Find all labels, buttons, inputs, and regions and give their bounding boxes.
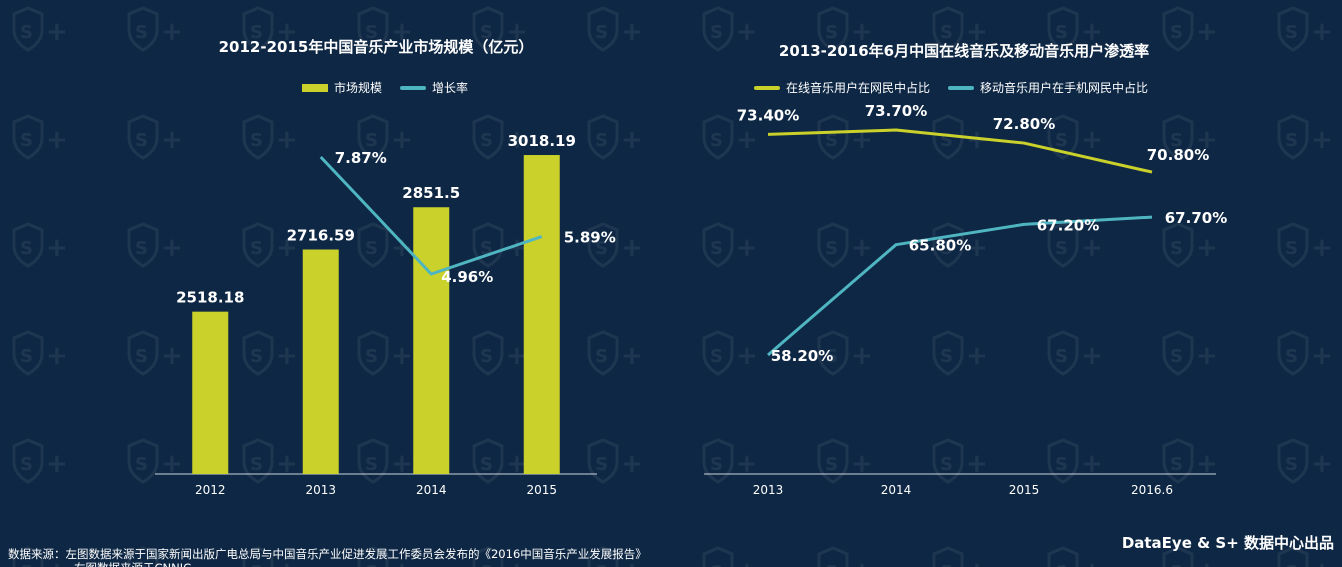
bar-value-label-2014: 2851.5: [402, 184, 460, 202]
bar-2015: [523, 155, 560, 474]
bar-value-label-2013: 2716.59: [287, 227, 355, 245]
mobile-music-line-label-2015: 67.20%: [1037, 216, 1099, 234]
mobile-music-line-label-2016.6: 67.70%: [1165, 209, 1227, 227]
x-tick-label-2015: 2015: [1009, 483, 1040, 497]
right-chart: 2013 2014 2015 2016.6 73.40% 73.70% 72.80% 70.8…: [704, 102, 1227, 497]
growth-rate-line: [319, 155, 543, 276]
bar-2014: [413, 207, 450, 475]
legend-item-online-music: 在线音乐用户在网民中占比: [754, 79, 930, 96]
data-source-note-line2: 右图数据来源于CNNIC: [74, 560, 191, 567]
x-tick-label-2016.6: 2016.6: [1131, 483, 1173, 497]
online-music-line-label-2015: 72.80%: [993, 115, 1055, 133]
legend-swatch-bar: [302, 83, 328, 92]
legend-label-mobile-music: 移动音乐用户在手机网民中占比: [980, 81, 1149, 95]
growth-rate-label-2013: 7.87%: [335, 149, 387, 167]
mobile-music-line-label-2013: 58.20%: [771, 347, 833, 365]
growth-rate-label-2014: 4.96%: [441, 268, 493, 286]
online-music-line: [767, 128, 1153, 174]
legend-label-market-size: 市场规模: [334, 81, 383, 95]
right-legend: 在线音乐用户在网民中占比 移动音乐用户在手机网民中占比: [754, 79, 1148, 96]
legend-item-growth-rate: 增长率: [400, 79, 468, 96]
left-chart: 2518.18 2716.59 2851.5 3018.19 2012 2013 2014 2…: [155, 132, 616, 497]
x-tick-label-2014: 2014: [416, 483, 447, 497]
legend-item-mobile-music: 移动音乐用户在手机网民中占比: [948, 79, 1148, 96]
data-source-note: 数据来源：左图数据来源于国家新闻出版广电总局与中国音乐产业促进发展工作委员会发布…: [8, 547, 647, 561]
legend-swatch-line: [948, 85, 975, 90]
bar-2012: [192, 311, 229, 474]
x-tick-label-2014: 2014: [881, 483, 912, 497]
left-legend: 市场规模 增长率: [302, 79, 468, 96]
legend-label-growth-rate: 增长率: [432, 81, 469, 95]
online-music-line-label-2016.6: 70.80%: [1147, 146, 1209, 164]
online-music-line-label-2014: 73.70%: [865, 102, 927, 120]
x-tick-label-2012: 2012: [195, 483, 226, 497]
legend-swatch-line: [754, 85, 780, 90]
bar-value-label-2015: 3018.19: [508, 132, 576, 150]
bar-value-label-2012: 2518.18: [176, 289, 244, 307]
online-music-line-label-2013: 73.40%: [737, 106, 799, 124]
legend-item-market-size: 市场规模: [302, 79, 382, 96]
legend-label-online-music: 在线音乐用户在网民中占比: [786, 81, 931, 95]
brand-credit: DataEye & S+ 数据中心出品: [1121, 534, 1334, 552]
left-chart-title: 2012-2015年中国音乐产业市场规模（亿元）: [218, 38, 534, 56]
right-chart-title: 2013-2016年6月中国在线音乐及移动音乐用户渗透率: [778, 42, 1150, 60]
mobile-music-line: [767, 215, 1153, 357]
x-tick-label-2015: 2015: [526, 483, 557, 497]
mobile-music-line-label-2014: 65.80%: [909, 237, 971, 255]
x-tick-label-2013: 2013: [305, 483, 336, 497]
x-tick-label-2013: 2013: [753, 483, 784, 497]
bar-2013: [302, 249, 339, 474]
growth-rate-label-2015: 5.89%: [564, 229, 616, 247]
legend-swatch-line: [400, 85, 427, 90]
